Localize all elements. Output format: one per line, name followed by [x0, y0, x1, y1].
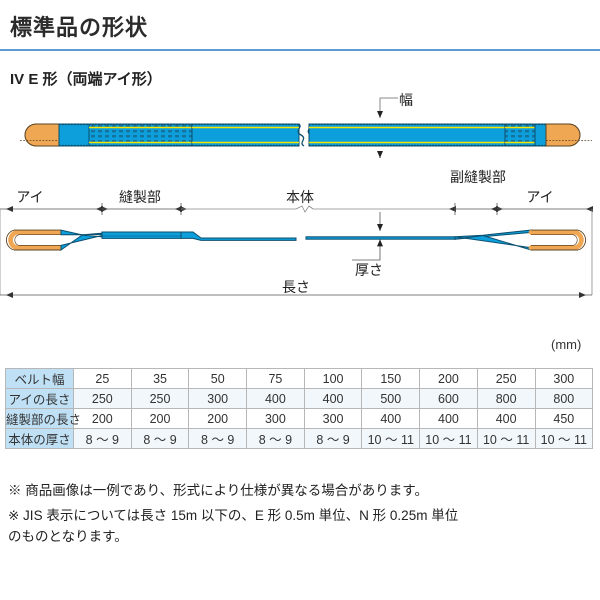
svg-text:本体: 本体 — [286, 189, 314, 205]
svg-text:長さ: 長さ — [282, 279, 310, 295]
svg-text:アイ: アイ — [526, 189, 553, 205]
svg-text:副縫製部: 副縫製部 — [450, 169, 506, 185]
svg-text:アイ: アイ — [16, 189, 43, 205]
svg-text:厚さ: 厚さ — [355, 262, 383, 278]
svg-text:縫製部: 縫製部 — [119, 189, 161, 205]
